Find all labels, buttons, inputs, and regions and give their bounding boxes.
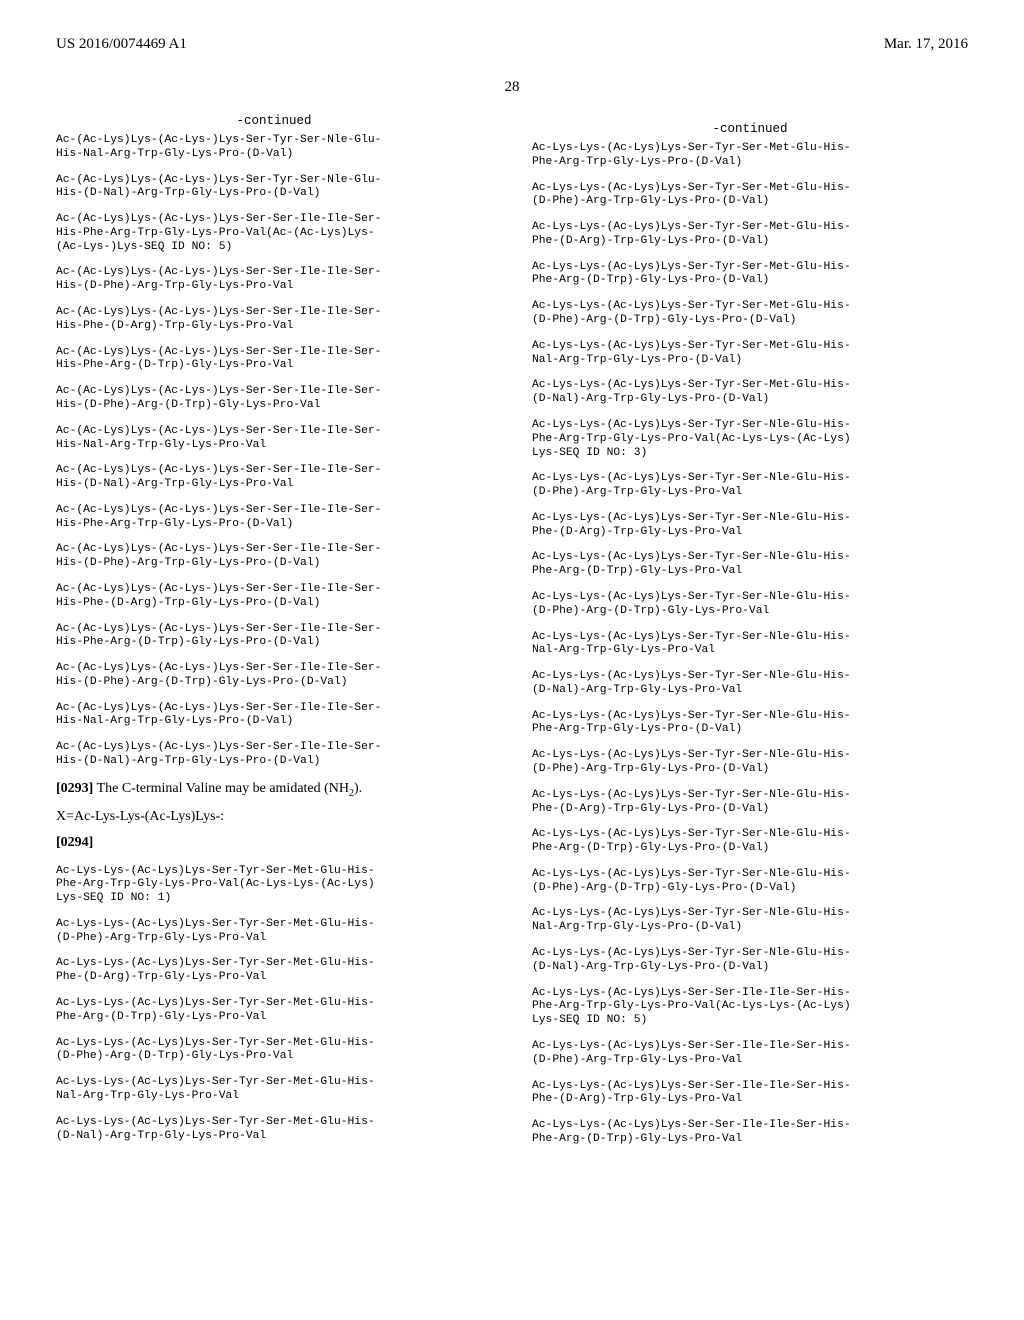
sequence-block: Ac-Lys-Lys-(Ac-Lys)Lys-Ser-Tyr-Ser-Met-G… bbox=[532, 142, 968, 1147]
sequence-entry: Ac-(Ac-Lys)Lys-(Ac-Lys-)Lys-Ser-Tyr-Ser-… bbox=[56, 134, 492, 162]
sequence-entry: Ac-Lys-Lys-(Ac-Lys)Lys-Ser-Tyr-Ser-Nle-G… bbox=[532, 907, 968, 935]
sequence-entry: Ac-(Ac-Lys)Lys-(Ac-Lys-)Lys-Ser-Ser-Ile-… bbox=[56, 662, 492, 690]
sequence-entry: Ac-Lys-Lys-(Ac-Lys)Lys-Ser-Tyr-Ser-Nle-G… bbox=[532, 749, 968, 777]
sequence-entry: Ac-Lys-Lys-(Ac-Lys)Lys-Ser-Tyr-Ser-Met-G… bbox=[532, 300, 968, 328]
sequence-entry: Ac-Lys-Lys-(Ac-Lys)Lys-Ser-Tyr-Ser-Met-G… bbox=[532, 142, 968, 170]
continued-label: -continued bbox=[56, 114, 492, 128]
page-header: US 2016/0074469 A1 Mar. 17, 2016 bbox=[56, 36, 968, 53]
sequence-entry: Ac-Lys-Lys-(Ac-Lys)Lys-Ser-Tyr-Ser-Met-G… bbox=[56, 1116, 492, 1144]
sequence-entry: Ac-Lys-Lys-(Ac-Lys)Lys-Ser-Tyr-Ser-Nle-G… bbox=[532, 670, 968, 698]
paragraph-number: [0293] bbox=[56, 781, 93, 796]
sequence-entry: Ac-Lys-Lys-(Ac-Lys)Lys-Ser-Ser-Ile-Ile-S… bbox=[532, 1040, 968, 1068]
sequence-entry: Ac-(Ac-Lys)Lys-(Ac-Lys-)Lys-Ser-Ser-Ile-… bbox=[56, 385, 492, 413]
continued-label: -continued bbox=[532, 122, 968, 136]
sequence-entry: Ac-Lys-Lys-(Ac-Lys)Lys-Ser-Tyr-Ser-Nle-G… bbox=[532, 868, 968, 896]
sequence-entry: Ac-Lys-Lys-(Ac-Lys)Lys-Ser-Tyr-Ser-Nle-G… bbox=[532, 828, 968, 856]
left-column: -continued Ac-(Ac-Lys)Lys-(Ac-Lys-)Lys-S… bbox=[56, 114, 492, 1159]
sequence-entry: Ac-Lys-Lys-(Ac-Lys)Lys-Ser-Tyr-Ser-Met-G… bbox=[532, 221, 968, 249]
sequence-entry: Ac-(Ac-Lys)Lys-(Ac-Lys-)Lys-Ser-Ser-Ile-… bbox=[56, 543, 492, 571]
sequence-entry: Ac-Lys-Lys-(Ac-Lys)Lys-Ser-Tyr-Ser-Met-G… bbox=[56, 1037, 492, 1065]
sequence-entry: Ac-Lys-Lys-(Ac-Lys)Lys-Ser-Tyr-Ser-Nle-G… bbox=[532, 591, 968, 619]
sequence-entry: Ac-Lys-Lys-(Ac-Lys)Lys-Ser-Tyr-Ser-Nle-G… bbox=[532, 947, 968, 975]
sequence-entry: Ac-Lys-Lys-(Ac-Lys)Lys-Ser-Tyr-Ser-Met-G… bbox=[532, 340, 968, 368]
sequence-entry: Ac-Lys-Lys-(Ac-Lys)Lys-Ser-Tyr-Ser-Nle-G… bbox=[532, 551, 968, 579]
sequence-entry: Ac-(Ac-Lys)Lys-(Ac-Lys-)Lys-Ser-Ser-Ile-… bbox=[56, 266, 492, 294]
columns: -continued Ac-(Ac-Lys)Lys-(Ac-Lys-)Lys-S… bbox=[56, 114, 968, 1159]
sequence-entry: Ac-Lys-Lys-(Ac-Lys)Lys-Ser-Tyr-Ser-Nle-G… bbox=[532, 512, 968, 540]
publication-number: US 2016/0074469 A1 bbox=[56, 36, 187, 53]
page: US 2016/0074469 A1 Mar. 17, 2016 28 -con… bbox=[0, 0, 1024, 1199]
sequence-entry: Ac-(Ac-Lys)Lys-(Ac-Lys-)Lys-Ser-Tyr-Ser-… bbox=[56, 174, 492, 202]
sequence-entry: Ac-Lys-Lys-(Ac-Lys)Lys-Ser-Tyr-Ser-Met-G… bbox=[532, 182, 968, 210]
sequence-entry: Ac-Lys-Lys-(Ac-Lys)Lys-Ser-Tyr-Ser-Nle-G… bbox=[532, 472, 968, 500]
sequence-entry: Ac-Lys-Lys-(Ac-Lys)Lys-Ser-Tyr-Ser-Met-G… bbox=[56, 1076, 492, 1104]
sequence-entry: Ac-Lys-Lys-(Ac-Lys)Lys-Ser-Tyr-Ser-Met-G… bbox=[532, 379, 968, 407]
sequence-entry: Ac-Lys-Lys-(Ac-Lys)Lys-Ser-Ser-Ile-Ile-S… bbox=[532, 1080, 968, 1108]
sequence-entry: Ac-(Ac-Lys)Lys-(Ac-Lys-)Lys-Ser-Ser-Ile-… bbox=[56, 583, 492, 611]
sequence-entry: Ac-Lys-Lys-(Ac-Lys)Lys-Ser-Ser-Ile-Ile-S… bbox=[532, 1119, 968, 1147]
sequence-entry: Ac-Lys-Lys-(Ac-Lys)Lys-Ser-Tyr-Ser-Met-G… bbox=[532, 261, 968, 289]
sequence-entry: Ac-Lys-Lys-(Ac-Lys)Lys-Ser-Tyr-Ser-Met-G… bbox=[56, 957, 492, 985]
paragraph-tail: ). bbox=[354, 781, 362, 796]
sequence-entry: Ac-(Ac-Lys)Lys-(Ac-Lys-)Lys-Ser-Ser-Ile-… bbox=[56, 213, 492, 254]
sequence-block-bottom: Ac-Lys-Lys-(Ac-Lys)Lys-Ser-Tyr-Ser-Met-G… bbox=[56, 865, 492, 1144]
sequence-entry: Ac-(Ac-Lys)Lys-(Ac-Lys-)Lys-Ser-Ser-Ile-… bbox=[56, 425, 492, 453]
paragraph-0294: [0294] bbox=[56, 835, 492, 851]
paragraph-0293: [0293] The C-terminal Valine may be amid… bbox=[56, 781, 492, 799]
sequence-entry: Ac-Lys-Lys-(Ac-Lys)Lys-Ser-Ser-Ile-Ile-S… bbox=[532, 987, 968, 1028]
paragraph-number: [0294] bbox=[56, 835, 93, 850]
sequence-entry: Ac-(Ac-Lys)Lys-(Ac-Lys-)Lys-Ser-Ser-Ile-… bbox=[56, 702, 492, 730]
sequence-entry: Ac-(Ac-Lys)Lys-(Ac-Lys-)Lys-Ser-Ser-Ile-… bbox=[56, 623, 492, 651]
sequence-block-top: Ac-(Ac-Lys)Lys-(Ac-Lys-)Lys-Ser-Tyr-Ser-… bbox=[56, 134, 492, 769]
page-number: 28 bbox=[56, 79, 968, 96]
sequence-entry: Ac-Lys-Lys-(Ac-Lys)Lys-Ser-Tyr-Ser-Nle-G… bbox=[532, 710, 968, 738]
sequence-entry: Ac-(Ac-Lys)Lys-(Ac-Lys-)Lys-Ser-Ser-Ile-… bbox=[56, 504, 492, 532]
sequence-entry: Ac-Lys-Lys-(Ac-Lys)Lys-Ser-Tyr-Ser-Nle-G… bbox=[532, 789, 968, 817]
sequence-entry: Ac-Lys-Lys-(Ac-Lys)Lys-Ser-Tyr-Ser-Nle-G… bbox=[532, 419, 968, 460]
publication-date: Mar. 17, 2016 bbox=[884, 36, 968, 53]
paragraph-text: The C-terminal Valine may be amidated (N… bbox=[93, 781, 349, 796]
right-column: -continued Ac-Lys-Lys-(Ac-Lys)Lys-Ser-Ty… bbox=[532, 114, 968, 1159]
sequence-entry: Ac-(Ac-Lys)Lys-(Ac-Lys-)Lys-Ser-Ser-Ile-… bbox=[56, 464, 492, 492]
sequence-entry: Ac-Lys-Lys-(Ac-Lys)Lys-Ser-Tyr-Ser-Nle-G… bbox=[532, 631, 968, 659]
sequence-entry: Ac-Lys-Lys-(Ac-Lys)Lys-Ser-Tyr-Ser-Met-G… bbox=[56, 918, 492, 946]
sequence-entry: Ac-(Ac-Lys)Lys-(Ac-Lys-)Lys-Ser-Ser-Ile-… bbox=[56, 741, 492, 769]
sequence-entry: Ac-Lys-Lys-(Ac-Lys)Lys-Ser-Tyr-Ser-Met-G… bbox=[56, 865, 492, 906]
x-definition-line: X=Ac-Lys-Lys-(Ac-Lys)Lys-: bbox=[56, 809, 492, 825]
sequence-entry: Ac-(Ac-Lys)Lys-(Ac-Lys-)Lys-Ser-Ser-Ile-… bbox=[56, 306, 492, 334]
sequence-entry: Ac-(Ac-Lys)Lys-(Ac-Lys-)Lys-Ser-Ser-Ile-… bbox=[56, 346, 492, 374]
sequence-entry: Ac-Lys-Lys-(Ac-Lys)Lys-Ser-Tyr-Ser-Met-G… bbox=[56, 997, 492, 1025]
